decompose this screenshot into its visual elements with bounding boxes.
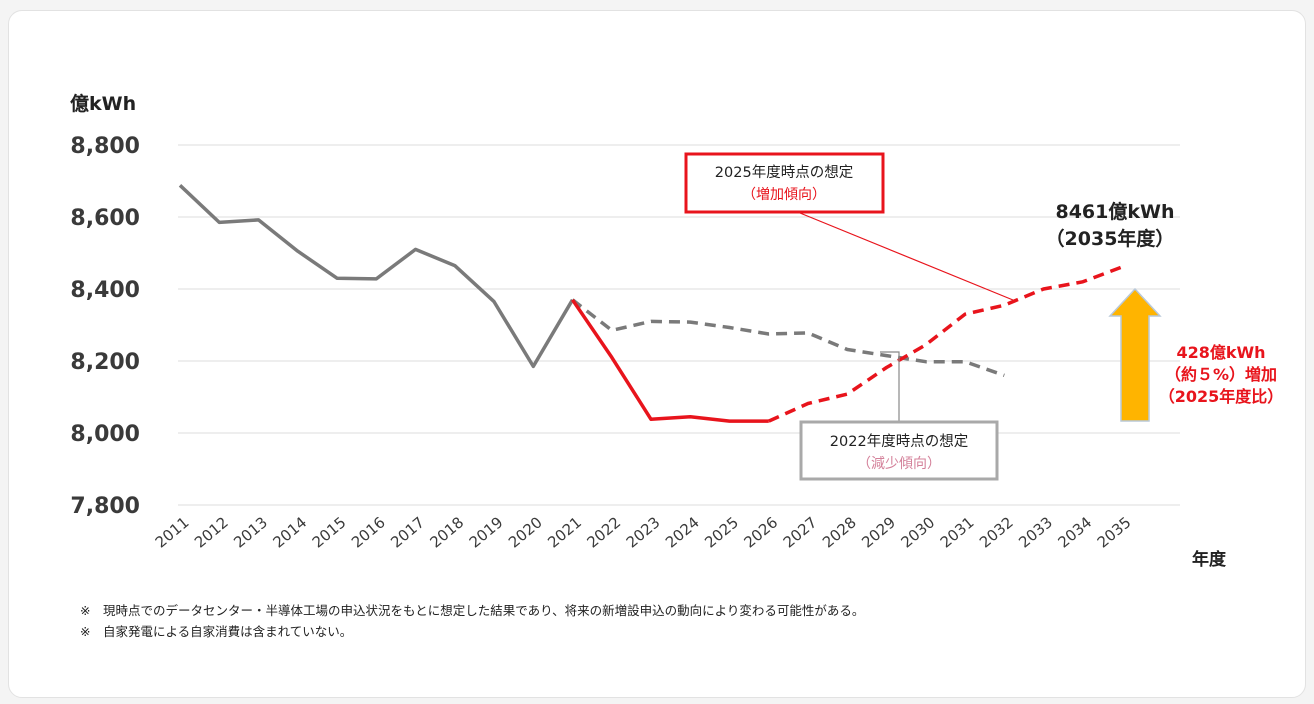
- x-tick-label: 2021: [544, 513, 585, 551]
- box-2022: [799, 420, 999, 481]
- x-tick-label: 2018: [426, 513, 467, 551]
- series-forecast-2025: [768, 265, 1123, 423]
- x-axis-label: 年度: [1192, 549, 1227, 570]
- x-tick-label: 2023: [623, 513, 664, 551]
- box-2022-title: 2022年度時点の想定: [830, 433, 968, 450]
- chart-card: [8, 10, 1306, 698]
- x-tick-label: 2015: [309, 513, 350, 551]
- box-2022-subtitle: （減少傾向）: [857, 455, 941, 472]
- x-tick-label: 2020: [505, 513, 546, 551]
- x-tick-label: 2029: [858, 513, 899, 551]
- box-2022-leader: [880, 351, 900, 421]
- x-tick-label: 2035: [1094, 513, 1135, 551]
- box-2025-subtitle: （増加傾向）: [742, 187, 826, 203]
- x-tick-label: 2031: [937, 513, 978, 551]
- y-tick-label: 8,800: [70, 134, 140, 159]
- y-tick-label: 8,600: [70, 206, 140, 231]
- y-tick-label: 8,400: [70, 278, 140, 303]
- x-tick-label: 2028: [819, 513, 860, 551]
- series-actual: [178, 184, 575, 369]
- y-tick-label: 7,800: [70, 494, 140, 519]
- x-tick-label: 2017: [387, 513, 428, 551]
- y-axis-label: 億kWh: [70, 92, 136, 115]
- x-tick-label: 2013: [230, 513, 271, 551]
- increase-label-2: （約５%）増加: [1165, 365, 1277, 384]
- x-tick-label: 2012: [191, 513, 232, 551]
- x-tick-label: 2026: [740, 513, 781, 551]
- x-tick-label: 2034: [1054, 513, 1095, 551]
- gridlines: [178, 144, 1180, 506]
- increase-label-3: （2025年度比）: [1159, 387, 1284, 406]
- series-forecast-2022: [571, 298, 1005, 378]
- series-forecast-2025-actual: [571, 298, 769, 423]
- x-tick-label: 2024: [662, 513, 703, 551]
- series-lines: [178, 184, 1123, 423]
- box-2025-leader: [799, 212, 1014, 301]
- footnote-1: ※ 現時点でのデータセンター・半導体工場の申込状況をもとに想定した結果であり、将…: [80, 603, 865, 618]
- footnote-2: ※ 自家発電による自家消費は含まれていない。: [80, 624, 353, 639]
- y-tick-label: 8,200: [70, 350, 140, 375]
- x-tick-labels: 2011201220132014201520162017201820192020…: [152, 513, 1135, 551]
- x-tick-label: 2030: [897, 513, 938, 551]
- end-value-label: 8461億kWh: [1055, 200, 1174, 223]
- x-tick-label: 2033: [1015, 513, 1056, 551]
- y-tick-labels: 8,800 8,600 8,400 8,200 8,000 7,800: [70, 134, 140, 519]
- x-tick-label: 2016: [348, 513, 389, 551]
- increase-label-1: 428億kWh: [1176, 343, 1265, 362]
- x-tick-label: 2027: [780, 513, 821, 551]
- x-tick-label: 2032: [976, 513, 1017, 551]
- x-tick-label: 2025: [701, 513, 742, 551]
- x-tick-label: 2014: [269, 513, 310, 551]
- x-tick-label: 2011: [152, 513, 193, 551]
- increase-arrow: [1108, 287, 1162, 422]
- y-tick-label: 8,000: [70, 422, 140, 447]
- x-tick-label: 2019: [466, 513, 507, 551]
- box-2025: [684, 152, 885, 214]
- x-tick-label: 2022: [583, 513, 624, 551]
- end-value-year: （2035年度）: [1046, 227, 1175, 250]
- box-2025-title: 2025年度時点の想定: [715, 164, 853, 181]
